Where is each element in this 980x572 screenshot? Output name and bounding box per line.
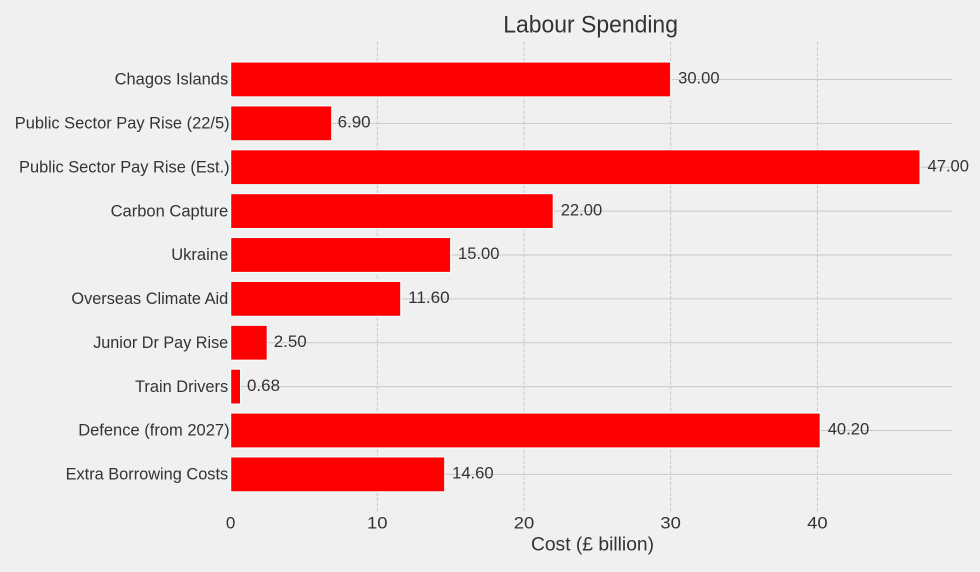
svg-text:Overseas Climate Aid: Overseas Climate Aid — [71, 289, 228, 308]
svg-text:30: 30 — [660, 513, 681, 532]
svg-text:Junior Dr Pay Rise: Junior Dr Pay Rise — [93, 333, 228, 352]
svg-text:Labour Spending: Labour Spending — [503, 11, 678, 38]
svg-text:22.00: 22.00 — [561, 200, 603, 219]
svg-text:Public Sector Pay Rise (Est.): Public Sector Pay Rise (Est.) — [19, 157, 230, 176]
svg-text:14.60: 14.60 — [452, 464, 494, 483]
svg-text:11.60: 11.60 — [408, 288, 450, 307]
svg-text:47.00: 47.00 — [928, 156, 970, 175]
svg-text:Train Drivers: Train Drivers — [135, 377, 228, 396]
svg-text:Ukraine: Ukraine — [171, 245, 228, 264]
svg-text:40.20: 40.20 — [828, 420, 870, 439]
svg-text:Extra Borrowing Costs: Extra Borrowing Costs — [66, 465, 229, 484]
svg-text:10: 10 — [367, 513, 388, 532]
svg-text:Public Sector Pay Rise (22/5): Public Sector Pay Rise (22/5) — [15, 114, 230, 133]
svg-text:30.00: 30.00 — [678, 69, 720, 88]
svg-text:15.00: 15.00 — [458, 244, 500, 263]
svg-text:0: 0 — [226, 513, 235, 532]
svg-text:Chagos Islands: Chagos Islands — [115, 70, 229, 89]
svg-text:Defence (from 2027): Defence (from 2027) — [78, 421, 229, 440]
svg-text:6.90: 6.90 — [338, 113, 371, 132]
svg-text:2.50: 2.50 — [274, 332, 307, 351]
svg-text:40: 40 — [807, 513, 828, 532]
svg-text:Carbon Capture: Carbon Capture — [111, 201, 229, 220]
svg-text:0.68: 0.68 — [247, 376, 280, 395]
svg-text:Cost (£ billion): Cost (£ billion) — [531, 534, 654, 556]
svg-text:20: 20 — [514, 513, 535, 532]
